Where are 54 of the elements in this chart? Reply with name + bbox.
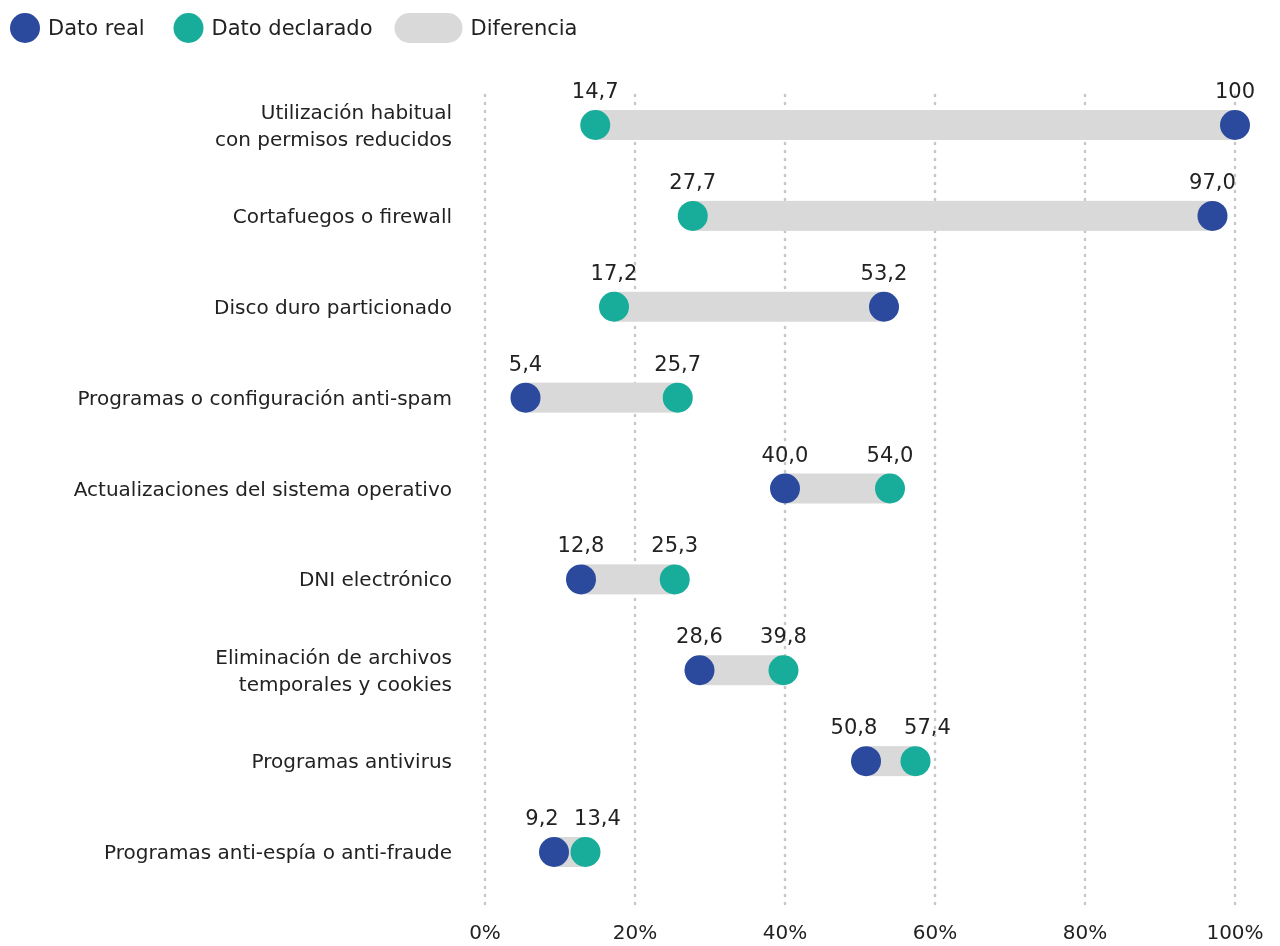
point — [1197, 200, 1228, 231]
data-label: 13,4 — [574, 806, 621, 830]
point — [662, 382, 693, 413]
data-label: 54,0 — [866, 442, 914, 467]
point — [566, 564, 596, 595]
point — [770, 473, 800, 504]
y-tick-label: Actualizaciones del sistema operativo — [73, 476, 452, 501]
x-tick-label: 80% — [1062, 920, 1108, 944]
x-tick-label: 20% — [612, 920, 658, 944]
x-tick-label: 60% — [912, 920, 958, 944]
data-label: 97,0 — [1189, 169, 1236, 194]
legend-label: Dato declarado — [211, 16, 373, 40]
point — [851, 746, 881, 777]
legend-label: Dato real — [48, 16, 145, 40]
x-tick-label: 100% — [1206, 920, 1264, 944]
x-tick-label: 0% — [469, 920, 501, 944]
y-tick-label: Disco duro particionado — [214, 294, 452, 319]
point — [869, 291, 899, 322]
data-label: 100 — [1214, 79, 1256, 103]
y-tick-label: Programas o configuración anti-spam — [77, 385, 452, 410]
point — [875, 473, 905, 504]
point — [768, 655, 799, 686]
point — [599, 291, 629, 322]
point — [684, 655, 715, 686]
data-label: 27,7 — [669, 169, 717, 194]
y-tick-label: Programas anti-espía o anti-fraude — [104, 840, 452, 864]
data-label: 9,2 — [525, 806, 559, 830]
y-tick-label: Programas antivirus — [251, 749, 452, 774]
data-label: 57,4 — [904, 715, 951, 740]
point — [570, 837, 601, 867]
data-label: 25,3 — [651, 533, 699, 558]
data-label: 12,8 — [557, 533, 605, 558]
data-label: 25,7 — [654, 351, 702, 376]
data-label: 39,8 — [760, 624, 807, 649]
point — [659, 564, 690, 595]
point — [900, 746, 931, 777]
data-label: 28,6 — [676, 624, 723, 649]
y-tick-label: Eliminación de archivos temporales y cookies — [215, 645, 452, 697]
data-label: 5,4 — [508, 351, 543, 376]
y-tick-label: Cortafuegos o firewall — [232, 203, 452, 228]
y-tick-label: Utilización habitual con permisos reducidos — [215, 100, 452, 151]
data-label: 53,2 — [860, 260, 908, 285]
data-label: 40,0 — [761, 442, 809, 467]
point — [510, 382, 541, 413]
x-tick-label: 40% — [762, 920, 808, 944]
point — [1220, 110, 1250, 140]
data-label: 17,2 — [590, 260, 638, 285]
data-label: 50,8 — [830, 715, 878, 740]
point — [677, 200, 708, 231]
legend-label: Diferencia — [470, 16, 578, 40]
point — [580, 110, 611, 140]
point — [539, 837, 569, 867]
y-tick-label: DNI electrónico — [298, 567, 452, 592]
data-label: 14,7 — [571, 79, 619, 103]
